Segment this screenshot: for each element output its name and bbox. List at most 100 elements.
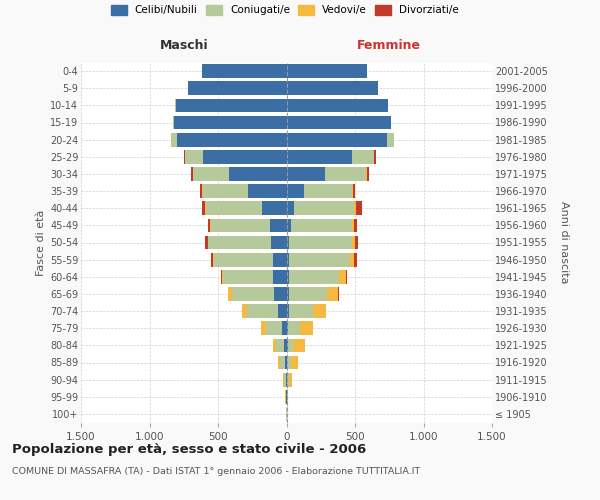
Bar (191, 167, 193, 181)
Bar (285, 356, 287, 370)
Bar (289, 373, 292, 386)
Bar (287, 253, 289, 266)
Bar (287, 116, 391, 130)
Bar (283, 322, 287, 335)
Text: COMUNE DI MASSAFRA (TA) - Dati ISTAT 1° gennaio 2006 - Elaborazione TUTTITALIA.I: COMUNE DI MASSAFRA (TA) - Dati ISTAT 1° … (12, 468, 420, 476)
Bar (229, 167, 287, 181)
Bar (211, 253, 213, 266)
Bar (208, 236, 271, 250)
Bar (352, 150, 374, 164)
Bar (205, 236, 208, 250)
Bar (214, 253, 273, 266)
Bar (287, 218, 290, 232)
Bar (327, 287, 338, 301)
Bar (203, 184, 248, 198)
Bar (287, 236, 289, 250)
Bar (287, 184, 304, 198)
Bar (227, 287, 228, 301)
Bar (223, 270, 273, 283)
Bar (355, 202, 356, 215)
Bar (287, 322, 288, 335)
Bar (293, 338, 305, 352)
Bar (287, 270, 289, 283)
Bar (271, 236, 287, 250)
Text: Femmine: Femmine (357, 39, 421, 52)
Bar (374, 150, 376, 164)
Bar (273, 253, 287, 266)
Bar (289, 287, 327, 301)
Bar (287, 202, 294, 215)
Bar (313, 304, 326, 318)
Bar (284, 373, 286, 386)
Bar (173, 116, 174, 130)
Bar (206, 202, 262, 215)
Text: Popolazione per età, sesso e stato civile - 2006: Popolazione per età, sesso e stato civil… (12, 442, 366, 456)
Bar (287, 287, 289, 301)
Bar (228, 287, 232, 301)
Bar (275, 338, 284, 352)
Bar (274, 287, 287, 301)
Bar (213, 253, 214, 266)
Bar (174, 116, 287, 130)
Bar (287, 98, 388, 112)
Bar (352, 218, 355, 232)
Bar (284, 338, 287, 352)
Bar (355, 236, 358, 250)
Bar (273, 338, 275, 352)
Bar (221, 270, 222, 283)
Bar (261, 322, 266, 335)
Bar (287, 373, 289, 386)
Y-axis label: Anni di nascita: Anni di nascita (559, 201, 569, 284)
Bar (193, 167, 229, 181)
Bar (278, 304, 287, 318)
Bar (288, 338, 293, 352)
Bar (211, 218, 270, 232)
Bar (202, 202, 205, 215)
Bar (270, 218, 287, 232)
Bar (184, 150, 185, 164)
Bar (339, 270, 346, 283)
Bar (299, 322, 313, 335)
Y-axis label: Fasce di età: Fasce di età (35, 210, 46, 276)
Bar (280, 356, 285, 370)
Bar (287, 150, 352, 164)
Bar (247, 304, 278, 318)
Bar (350, 253, 355, 266)
Bar (287, 356, 290, 370)
Bar (185, 150, 203, 164)
Bar (208, 218, 211, 232)
Bar (325, 167, 366, 181)
Bar (176, 98, 287, 112)
Bar (286, 373, 287, 386)
Bar (304, 184, 352, 198)
Bar (352, 184, 353, 198)
Bar (386, 133, 394, 146)
Bar (202, 184, 203, 198)
Bar (356, 202, 362, 215)
Bar (288, 322, 299, 335)
Bar (346, 270, 347, 283)
Bar (266, 322, 283, 335)
Bar (355, 253, 357, 266)
Bar (290, 218, 352, 232)
Bar (200, 184, 202, 198)
Text: Maschi: Maschi (160, 39, 208, 52)
Bar (367, 167, 370, 181)
Bar (355, 218, 357, 232)
Bar (262, 202, 287, 215)
Bar (232, 287, 274, 301)
Bar (352, 236, 355, 250)
Bar (203, 150, 287, 164)
Bar (287, 64, 367, 78)
Bar (289, 270, 339, 283)
Bar (278, 356, 280, 370)
Bar (222, 270, 223, 283)
Bar (287, 304, 289, 318)
Bar (172, 133, 177, 146)
Bar (289, 304, 313, 318)
Bar (188, 82, 287, 95)
Bar (289, 236, 352, 250)
Bar (287, 390, 288, 404)
Bar (290, 356, 298, 370)
Bar (273, 270, 287, 283)
